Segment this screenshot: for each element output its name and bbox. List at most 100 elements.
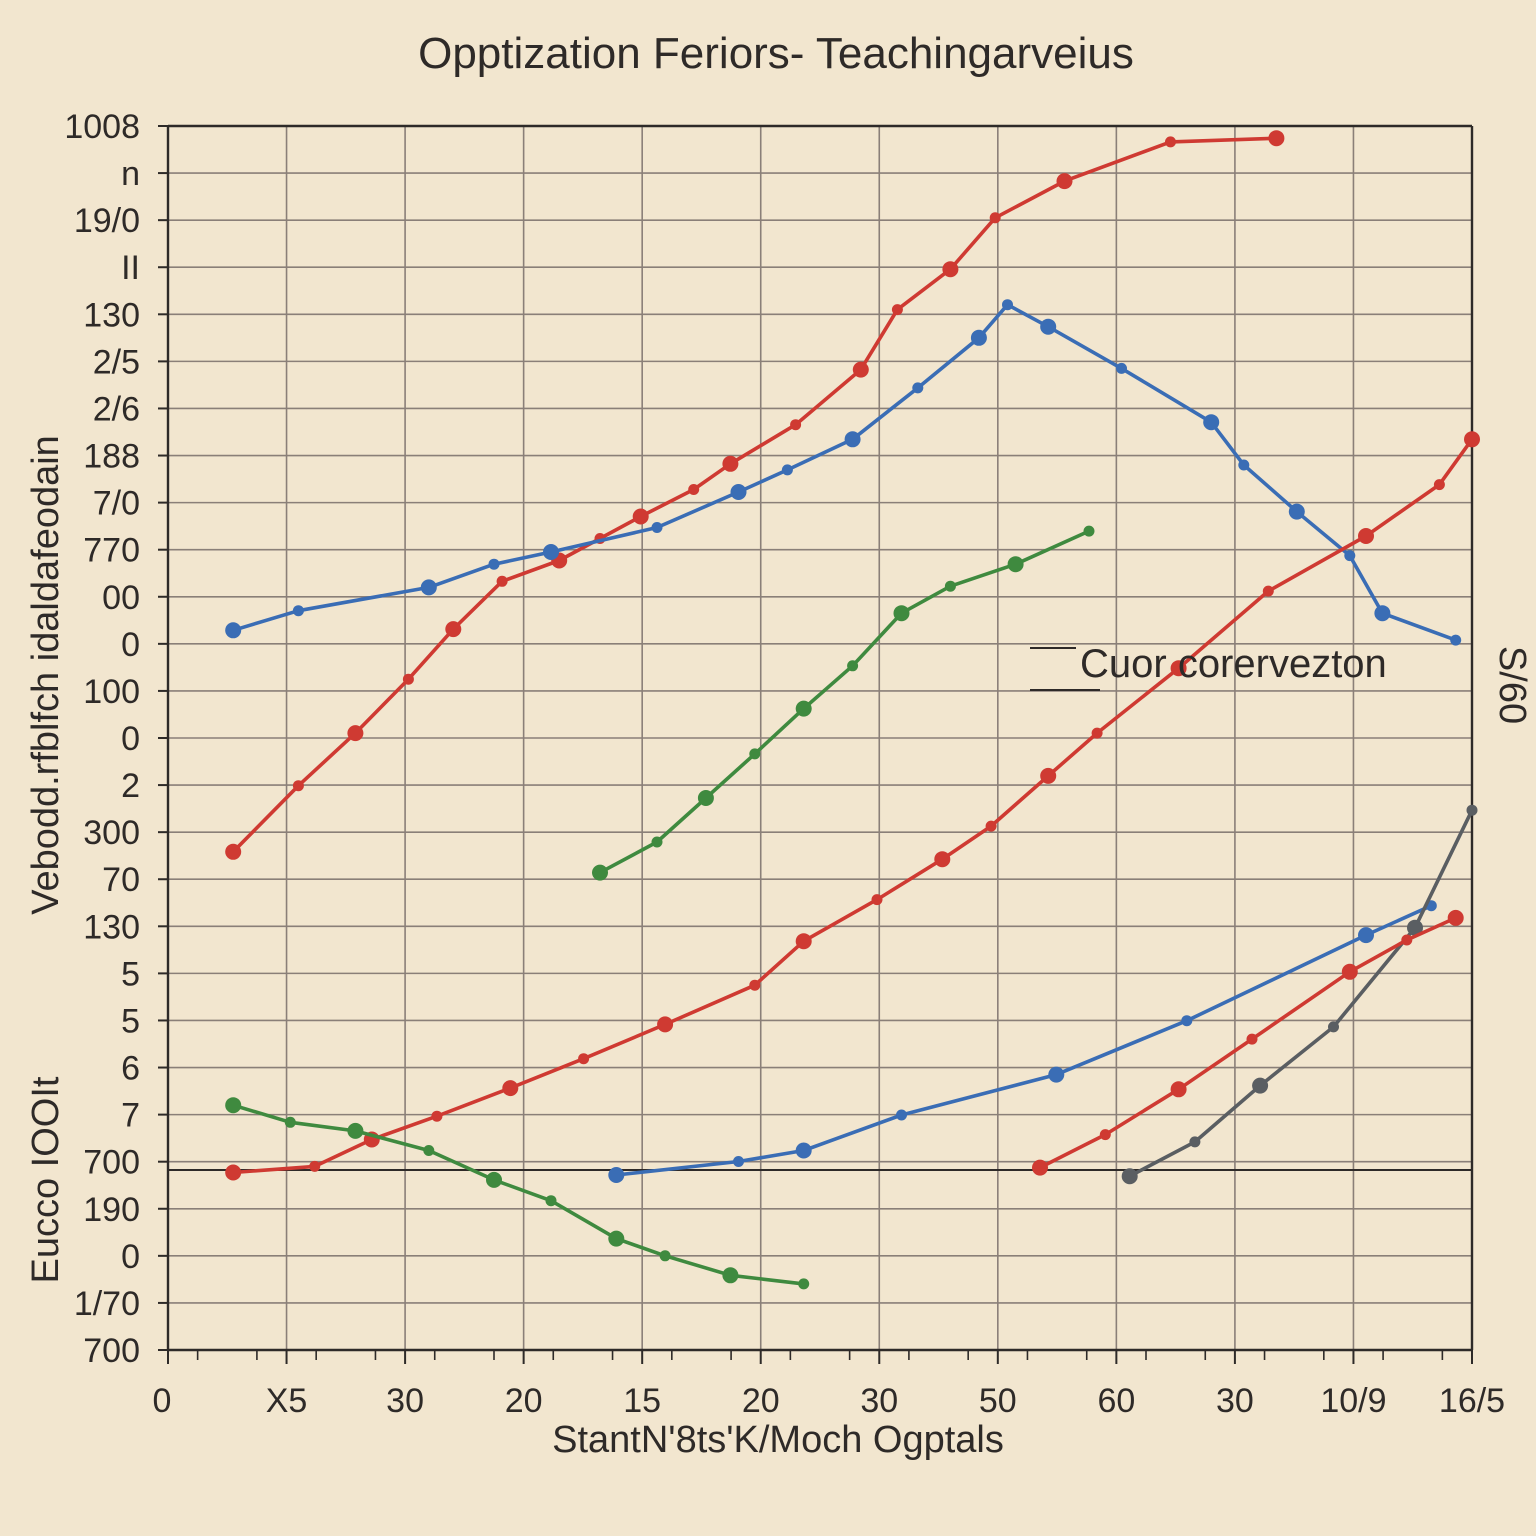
data-point (423, 1145, 435, 1156)
data-point (1099, 1129, 1111, 1141)
series-1 (225, 130, 1285, 860)
x-tick-label: 50 (979, 1382, 1017, 1420)
x-tick-label: 30 (1216, 1382, 1254, 1420)
data-point (292, 780, 304, 792)
series-line (598, 529, 1091, 875)
data-point (1002, 299, 1013, 311)
series-2 (225, 299, 1462, 646)
y-tick-label: 5 (121, 1002, 140, 1040)
data-point (1344, 550, 1356, 562)
data-point (1116, 362, 1127, 374)
y-tick-label: 0 (121, 1238, 140, 1276)
data-point (592, 864, 608, 881)
chart-title: Opptization Feriors- Teachingarveius (418, 29, 1134, 78)
data-point (944, 580, 956, 592)
y-tick-label: 00 (102, 579, 140, 617)
data-point (942, 261, 959, 278)
y-tick-label: 190 (83, 1191, 140, 1229)
data-point (309, 1160, 321, 1172)
x-tick-label: 60 (1097, 1382, 1135, 1420)
data-point (1246, 1033, 1258, 1045)
x-tick-labels: 0 X5 30 20 15 20 30 50 60 30 10/9 16/5 (153, 1350, 1505, 1420)
y-tick-label: 300 (83, 814, 140, 852)
data-point (1407, 919, 1423, 936)
series-7 (1121, 804, 1478, 1185)
y-tick-labels: 1008n19/0II1302/52/61887/077000010002300… (64, 108, 168, 1370)
data-point (608, 1167, 625, 1183)
data-point (445, 621, 462, 638)
series-6 (225, 1097, 810, 1290)
data-point (1288, 503, 1305, 520)
data-point (1464, 431, 1480, 448)
x-tick-label: X5 (266, 1382, 308, 1420)
data-point (496, 575, 508, 587)
data-point (402, 673, 414, 685)
data-point (657, 1016, 674, 1033)
y-tick-label: 770 (83, 532, 140, 570)
data-point (847, 660, 859, 672)
data-point (790, 419, 802, 431)
y-tick-label: 7 (121, 1097, 140, 1135)
y-tick-label: 2/5 (93, 343, 140, 381)
y-tick-label: II (121, 249, 140, 287)
data-point (1341, 963, 1358, 980)
data-point (225, 1097, 242, 1114)
data-point (1238, 459, 1250, 471)
data-point (1170, 660, 1187, 677)
data-point (730, 484, 747, 500)
data-point (1358, 528, 1374, 544)
data-point (795, 700, 812, 717)
grid (167, 125, 1473, 1351)
data-point (1056, 173, 1073, 190)
data-point (733, 1156, 744, 1167)
y-tick-label: 6 (121, 1050, 140, 1088)
data-point (852, 361, 869, 378)
data-point (1189, 1136, 1201, 1148)
data-point (985, 820, 997, 832)
data-point (798, 1278, 810, 1290)
x-tick-label: 30 (386, 1382, 424, 1420)
data-point (1433, 479, 1445, 491)
x-tick-label: 16/5 (1439, 1382, 1505, 1420)
data-point (651, 522, 663, 533)
data-point (543, 544, 559, 560)
y-tick-label: 70 (102, 861, 140, 899)
data-point (347, 1122, 364, 1139)
series-layer (225, 130, 1480, 1290)
data-point (292, 605, 304, 617)
data-point (749, 979, 761, 991)
y-tick-label: 5 (121, 955, 140, 993)
data-point (795, 933, 812, 950)
y-axis-label-lower: Eucco IOOIt (25, 1076, 67, 1283)
y-tick-label: 2 (121, 767, 140, 805)
data-point (1170, 1081, 1187, 1098)
data-point (1048, 1066, 1065, 1083)
y-tick-label: 0 (121, 720, 140, 758)
data-point (1447, 909, 1464, 926)
data-point (697, 790, 714, 806)
y-tick-label: 1008 (64, 108, 140, 146)
data-point (749, 748, 761, 760)
data-point (1328, 1021, 1339, 1033)
data-point (722, 455, 739, 472)
data-point (781, 464, 793, 476)
data-point (1040, 767, 1057, 784)
y-tick-label: n (121, 155, 140, 193)
data-point (1121, 1168, 1138, 1185)
x-tick-label: 20 (505, 1382, 543, 1420)
data-point (502, 1080, 519, 1097)
annotation: Cuor corervezton (1030, 642, 1387, 691)
data-point (1466, 804, 1478, 816)
data-point (651, 836, 663, 848)
data-point (1401, 934, 1413, 946)
y-tick-label: 700 (83, 1144, 140, 1182)
y-tick-label: 2/6 (93, 390, 140, 428)
y-tick-label: 1/70 (74, 1285, 140, 1323)
data-point (545, 1195, 557, 1207)
annotation-text: Cuor corervezton (1080, 642, 1387, 686)
data-point (688, 484, 700, 495)
series-4 (225, 431, 1480, 1181)
data-point (1268, 130, 1285, 147)
y-tick-label: 130 (83, 296, 140, 334)
y-tick-label: 7/0 (93, 485, 140, 523)
